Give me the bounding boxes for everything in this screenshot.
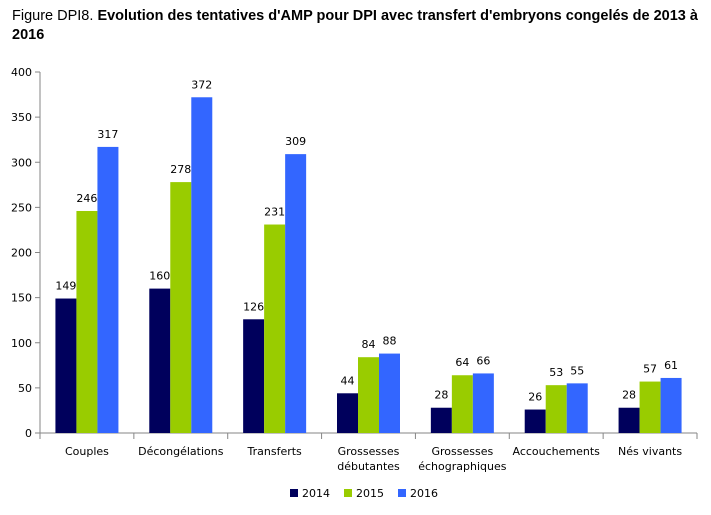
- bar-2016-3: [379, 353, 400, 433]
- x-tick-label: Grossesses: [338, 445, 400, 458]
- x-tick-label: Nés vivants: [618, 445, 682, 458]
- bar-2016-0: [97, 146, 119, 433]
- y-tick-label: 300: [11, 156, 32, 169]
- bar-2014-5: [524, 409, 546, 433]
- bar-2014-6: [618, 407, 640, 433]
- data-label: 66: [476, 354, 490, 367]
- legend-swatch-2014: [290, 489, 298, 497]
- data-label: 309: [285, 135, 306, 148]
- data-label: 88: [383, 335, 397, 348]
- x-tick-label: Accouchements: [513, 445, 601, 458]
- data-label: 149: [55, 280, 76, 293]
- bar-2016-2: [285, 154, 307, 433]
- bar-2014-4: [430, 407, 452, 433]
- data-label: 55: [570, 364, 584, 377]
- bar-2016-5: [566, 383, 588, 433]
- figure-title-text: Evolution des tentatives d'AMP pour DPI …: [12, 8, 698, 43]
- data-label: 53: [549, 366, 563, 379]
- y-tick-label: 100: [11, 337, 32, 350]
- data-label: 278: [170, 163, 191, 176]
- data-label: 57: [643, 363, 657, 376]
- data-label: 246: [76, 192, 97, 205]
- x-tick-label: échographiques: [418, 460, 506, 473]
- y-tick-label: 200: [11, 247, 32, 260]
- bar-2015-3: [358, 357, 379, 433]
- x-tick-label: Décongélations: [138, 445, 224, 458]
- y-tick-label: 250: [11, 201, 32, 214]
- bar-2014-3: [337, 393, 358, 433]
- legend-label: 2016: [410, 487, 438, 500]
- chart-title: Figure DPI8. Evolution des tentatives d'…: [12, 7, 702, 45]
- bar-2014-2: [243, 319, 265, 433]
- figure-number: Figure DPI8.: [12, 8, 94, 24]
- legend-swatch-2016: [398, 489, 406, 497]
- bar-2015-2: [264, 224, 286, 433]
- y-tick-label: 50: [18, 382, 32, 395]
- x-tick-label: Grossesses: [431, 445, 493, 458]
- legend-label: 2015: [356, 487, 384, 500]
- y-tick-label: 400: [11, 66, 32, 79]
- bar-2016-1: [191, 97, 213, 434]
- data-label: 26: [528, 391, 542, 404]
- data-label: 28: [622, 389, 636, 402]
- bar-2014-1: [149, 288, 171, 433]
- bar-2015-1: [170, 182, 192, 433]
- y-tick-label: 350: [11, 111, 32, 124]
- y-tick-label: 150: [11, 292, 32, 305]
- bar-2015-4: [451, 375, 473, 433]
- data-label: 44: [341, 374, 355, 387]
- data-label: 160: [149, 270, 170, 283]
- bar-2015-5: [545, 385, 567, 433]
- bar-2014-0: [55, 298, 77, 433]
- data-label: 61: [664, 359, 678, 372]
- legend-label: 2014: [302, 487, 330, 500]
- data-label: 64: [455, 356, 469, 369]
- bar-2015-0: [76, 210, 98, 433]
- data-label: 28: [434, 389, 448, 402]
- legend-swatch-2015: [344, 489, 352, 497]
- data-label: 231: [264, 206, 285, 219]
- bar-2016-4: [472, 373, 494, 433]
- x-tick-label: débutantes: [337, 460, 400, 473]
- x-tick-label: Couples: [65, 445, 109, 458]
- bar-2015-6: [639, 381, 661, 433]
- data-label: 84: [362, 338, 376, 351]
- y-tick-label: 0: [25, 427, 32, 440]
- x-tick-label: Transferts: [247, 445, 303, 458]
- bar-2016-6: [660, 377, 682, 433]
- data-label: 126: [243, 300, 264, 313]
- data-label: 372: [191, 78, 212, 91]
- data-label: 317: [97, 128, 118, 141]
